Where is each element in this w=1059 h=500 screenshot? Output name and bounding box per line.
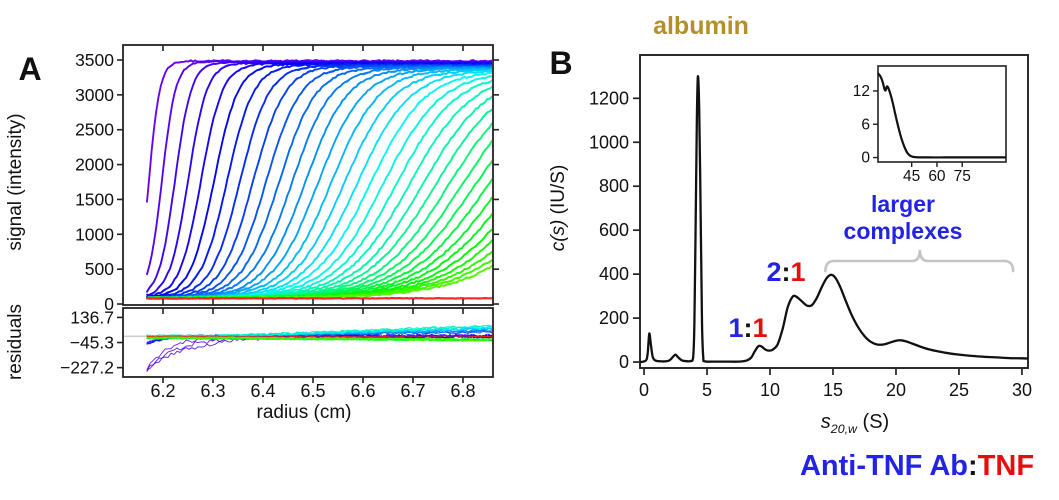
tick-label: 10 — [760, 380, 780, 400]
ratio-1-1-colon: : — [743, 312, 753, 343]
tick-label: 6.6 — [350, 381, 375, 401]
ratio-2-1-right: 1 — [790, 256, 806, 287]
s-symbol: s — [820, 410, 831, 433]
anti-tnf-colon: : — [968, 449, 978, 482]
tick-label: −227.2 — [60, 358, 114, 378]
tick-label: 30 — [1012, 380, 1032, 400]
tick-label: 0 — [639, 380, 649, 400]
tick-label: 12 — [853, 83, 870, 100]
tick-label: 6.5 — [300, 381, 325, 401]
panel-a-x-axis-title: radius (cm) — [256, 402, 352, 424]
tick-label: 25 — [949, 380, 969, 400]
tick-label: 400 — [599, 264, 629, 284]
tick-label: 3500 — [75, 50, 114, 70]
tick-label: 6.8 — [450, 381, 475, 401]
tick-label: 6.7 — [400, 381, 425, 401]
larger-complexes-label: larger complexes — [844, 191, 963, 245]
s-subscript: 20,w — [830, 421, 857, 436]
tick-label: 6.3 — [200, 381, 225, 401]
tick-label: 200 — [599, 308, 629, 328]
tick-label: 0 — [861, 150, 870, 167]
panel-a-residuals-axis-title: residuals — [5, 303, 27, 381]
anti-tnf-tnf-label: Anti-TNF Ab:TNF — [800, 451, 1034, 481]
tick-label: 15 — [823, 380, 843, 400]
tick-label: 6.4 — [250, 381, 275, 401]
larger-complexes-line2: complexes — [843, 218, 963, 244]
panel-b-title-albumin: albumin — [653, 11, 749, 40]
tick-label: 45 — [903, 168, 920, 185]
tick-label: 3000 — [75, 85, 114, 105]
tick-label: 2500 — [75, 120, 114, 140]
ratio-2-1-colon: : — [781, 256, 791, 287]
peak-label-1-1: 1:1 — [728, 314, 767, 342]
tick-label: 800 — [599, 176, 629, 196]
tick-label: 1200 — [589, 88, 629, 108]
s-units: (S) — [856, 410, 890, 433]
tick-label: 2000 — [75, 155, 114, 175]
ratio-2-1-left: 2 — [766, 256, 782, 287]
tick-label: 1500 — [75, 189, 114, 209]
tick-label: 6.2 — [150, 381, 175, 401]
larger-complexes-brace — [824, 249, 1015, 273]
panel-b-y-axis-title: c(s) (IU/S) — [548, 164, 570, 252]
panel-a-y-axis-title: signal (intensity) — [5, 113, 27, 251]
tick-label: 0 — [104, 294, 114, 314]
panel-a-axes: 0 500 1000 1500 2000 2500 3000 3500 6.2 6.3 6.4 6.5… — [60, 44, 499, 401]
peak-label-2-1: 2:1 — [766, 258, 805, 286]
panel-b-inset: 0 6 12 45 60 75 — [853, 65, 1007, 185]
tick-label: −45.3 — [70, 333, 114, 353]
inset-cs-curve — [877, 72, 1006, 159]
panel-a-residual-traces — [124, 324, 492, 372]
larger-complexes-line1: larger — [871, 191, 935, 217]
tick-label: 1000 — [75, 224, 114, 244]
ratio-1-1-left: 1 — [728, 312, 744, 343]
tick-label: 136.7 — [70, 307, 114, 327]
ratio-1-1-right: 1 — [752, 312, 768, 343]
panel-a-scan-curves — [145, 59, 492, 300]
anti-tnf-ab-text: Anti-TNF Ab — [799, 449, 968, 482]
tick-label: 0 — [619, 352, 629, 372]
panel-b-letter: B — [549, 45, 573, 82]
tick-label: 600 — [599, 220, 629, 240]
tick-label: 20 — [886, 380, 906, 400]
cs-italic: c(s) — [548, 219, 570, 252]
tick-label: 500 — [85, 259, 114, 279]
panel-b-x-axis-title: s20,w (S) — [820, 410, 890, 436]
tick-label: 1000 — [589, 132, 629, 152]
cs-units: (IU/S) — [548, 164, 570, 220]
tick-label: 6 — [861, 116, 870, 133]
panel-a-letter: A — [18, 51, 42, 88]
tick-label: 5 — [702, 380, 712, 400]
tnf-text: TNF — [977, 449, 1035, 482]
tick-label: 75 — [954, 168, 971, 185]
tick-label: 60 — [928, 168, 946, 185]
cs-distribution-curve — [640, 75, 1029, 364]
